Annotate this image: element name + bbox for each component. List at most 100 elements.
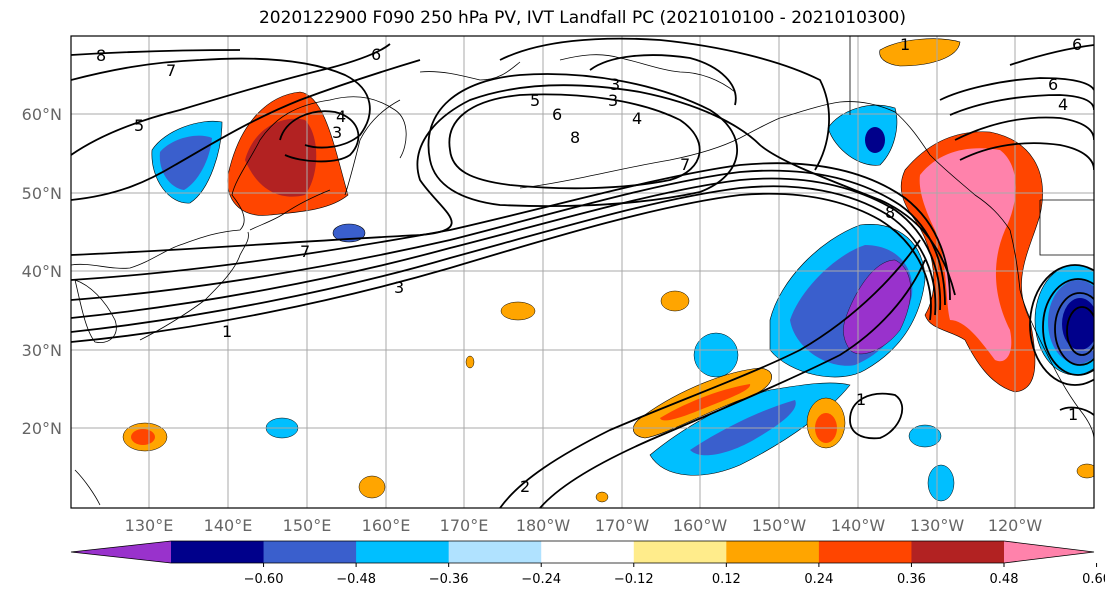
pv-contour-13 (427, 73, 738, 207)
colorbar-tick-label: 0.60 (1082, 572, 1105, 587)
coast-japan (139, 231, 249, 341)
pv-contour-1 (71, 192, 932, 343)
lat-label-40n: 40°N (22, 262, 62, 281)
borders (849, 36, 1094, 256)
contour-label: 4 (336, 107, 346, 126)
contour-label: 8 (96, 46, 106, 65)
pv-contour-20 (949, 94, 1094, 116)
contour-label: 3 (332, 123, 342, 142)
shade-nepacific-core (843, 259, 911, 355)
colorbar-tick-label: −0.60 (244, 572, 284, 587)
colorbar-tick-label: 0.36 (897, 572, 926, 587)
colorbar-segment (726, 541, 820, 563)
coast-kurils (249, 189, 331, 231)
pv-contour-14 (499, 37, 830, 171)
contour-label: 3 (608, 91, 618, 110)
lon-label: 170°W (595, 516, 650, 535)
colorbar-segment (633, 541, 727, 563)
pv-contour-12 (448, 93, 701, 190)
lon-label: 170°E (440, 516, 489, 535)
pv-contour-5 (71, 162, 951, 301)
colorbar-segment (818, 541, 912, 563)
colorbar: −0.60 −0.48 −0.36 −0.24 −0.12 0.12 0.24 0.36 0.4… (70, 540, 1105, 587)
pv-contour-4 (71, 169, 946, 306)
contour-labels: 8 7 5 6 4 3 3 6 8 5 3 4 7 7 3 1 6 8 6 4 … (96, 35, 1082, 496)
lat-label-30n: 30°N (22, 341, 62, 360)
map-title: 2020122900 F090 250 hPa PV, IVT Landfall… (258, 8, 906, 28)
lon-label: 140°E (204, 516, 253, 535)
colorbar-tick-label: 0.12 (712, 572, 741, 587)
shade-okhotsk-core (245, 118, 317, 197)
pv-contour-28 (1059, 406, 1094, 416)
colorbar-segment (541, 541, 635, 563)
contour-label: 3 (610, 75, 620, 94)
pc-shading (122, 38, 1094, 503)
contour-label: 1 (856, 390, 866, 409)
contour-label: 7 (300, 242, 310, 261)
pv-contour-22 (959, 142, 1094, 171)
lon-label: 130°W (910, 516, 965, 535)
contour-label: 8 (885, 203, 895, 222)
pv-contour-23 (1009, 44, 1094, 66)
latitude-labels: 60°N 50°N 40°N 30°N 20°N (22, 105, 62, 438)
colorbar-segment (448, 541, 542, 563)
pv-contour-9 (71, 57, 371, 149)
coast-asia (71, 96, 407, 269)
pv-contour-26 (1054, 292, 1094, 366)
shade-se-core (1062, 298, 1094, 350)
coast-chukotka (419, 61, 521, 81)
colorbar-extend-low (71, 541, 171, 563)
lon-label: 150°E (283, 516, 332, 535)
shade-small-12 (595, 491, 609, 503)
contour-label: 1 (900, 35, 910, 54)
lat-label-20n: 20°N (22, 419, 62, 438)
pv-contour-18 (849, 392, 904, 440)
shade-small-4 (500, 301, 536, 321)
pv-contour-3 (71, 177, 942, 319)
contour-label: 4 (1058, 95, 1068, 114)
colorbar-tick-label: −0.24 (521, 572, 561, 587)
colorbar-segment (911, 541, 1005, 563)
contour-label: 1 (1068, 405, 1078, 424)
colorbar-extend-high (1004, 541, 1094, 563)
colorbar-tick-label: −0.12 (614, 572, 654, 587)
shade-japan-negative (332, 223, 366, 243)
colorbar-segment (171, 541, 265, 563)
lon-label: 160°W (673, 516, 728, 535)
coast-kamchatka (344, 99, 401, 196)
pv-contour-27 (1066, 306, 1094, 356)
shade-small-11 (465, 355, 475, 369)
pv-contour-19 (939, 77, 1094, 101)
contour-label: 6 (1072, 35, 1082, 54)
coast-philippines (74, 469, 101, 506)
coastlines (71, 54, 1094, 506)
contour-label: 3 (394, 278, 404, 297)
contour-label: 7 (680, 155, 690, 174)
contour-label: 4 (632, 109, 642, 128)
contour-label: 6 (371, 45, 381, 64)
contour-label: 5 (530, 91, 540, 110)
contour-label: 1 (222, 322, 232, 341)
colorbar-tick-label: 0.24 (804, 572, 833, 587)
shade-small-1-core (131, 429, 155, 445)
contour-label: 2 (520, 477, 530, 496)
coast-alaska-gulf (779, 101, 931, 156)
pv-contour-8 (71, 43, 391, 156)
lon-label: 140°W (831, 516, 886, 535)
map-border (70, 35, 1095, 509)
lon-label: 120°W (988, 516, 1043, 535)
colorbar-outline (70, 540, 1095, 564)
contour-label: 7 (166, 61, 176, 80)
pv-contour-21 (954, 116, 1094, 141)
longitude-labels: 130°E 140°E 150°E 160°E 170°E 180°W 170°… (125, 516, 1043, 535)
lon-label: 130°E (125, 516, 174, 535)
pv-contour-11 (71, 49, 241, 56)
contour-label: 6 (1048, 75, 1058, 94)
shade-small-5 (660, 290, 690, 312)
shade-arctic-positive (879, 38, 961, 67)
colorbar-segment (263, 541, 357, 563)
pv-contour-25 (1042, 278, 1094, 376)
coast-uswest (1009, 229, 1081, 411)
contour-label: 6 (552, 105, 562, 124)
